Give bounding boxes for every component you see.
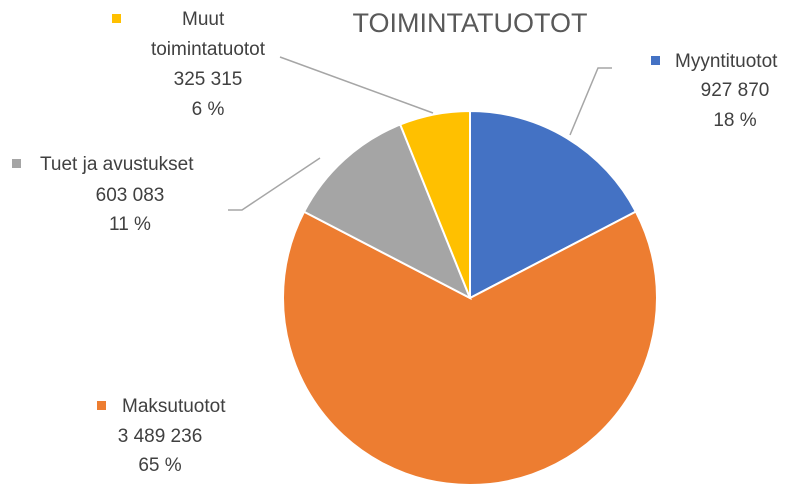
- legend-swatch: [112, 14, 121, 23]
- data-label-value: 603 083: [96, 185, 165, 206]
- data-label-percent: 6 %: [192, 99, 225, 120]
- pie-slice: [282, 210, 658, 486]
- data-label-name: Muut toimintatuotot: [151, 9, 266, 60]
- legend-swatch: [651, 56, 660, 65]
- chart-title: TOIMINTATUOTOT: [353, 8, 588, 38]
- data-label-percent: 11 %: [109, 214, 151, 235]
- data-label-name: Tuet ja avustukset: [40, 154, 194, 175]
- legend-swatch: [12, 159, 21, 168]
- data-label-name: Myyntituotot: [675, 51, 778, 72]
- data-label-percent: 65 %: [138, 455, 181, 476]
- leader-line: [228, 157, 321, 211]
- pie-slice: [469, 109, 638, 300]
- label-line: toimintatuotot: [151, 39, 266, 60]
- leader-line: [279, 56, 434, 114]
- data-label-percent: 18 %: [713, 110, 756, 131]
- legend-swatch: [97, 401, 106, 410]
- data-label-value: 927 870: [701, 80, 770, 101]
- pie-slice: [398, 109, 471, 299]
- data-label-name: Maksutuotot: [122, 396, 226, 417]
- label-line: Muut: [182, 9, 225, 30]
- data-label-value: 325 315: [174, 69, 243, 90]
- pie-slice: [302, 123, 472, 301]
- leader-line: [569, 67, 612, 136]
- data-label-value: 3 489 236: [118, 426, 203, 447]
